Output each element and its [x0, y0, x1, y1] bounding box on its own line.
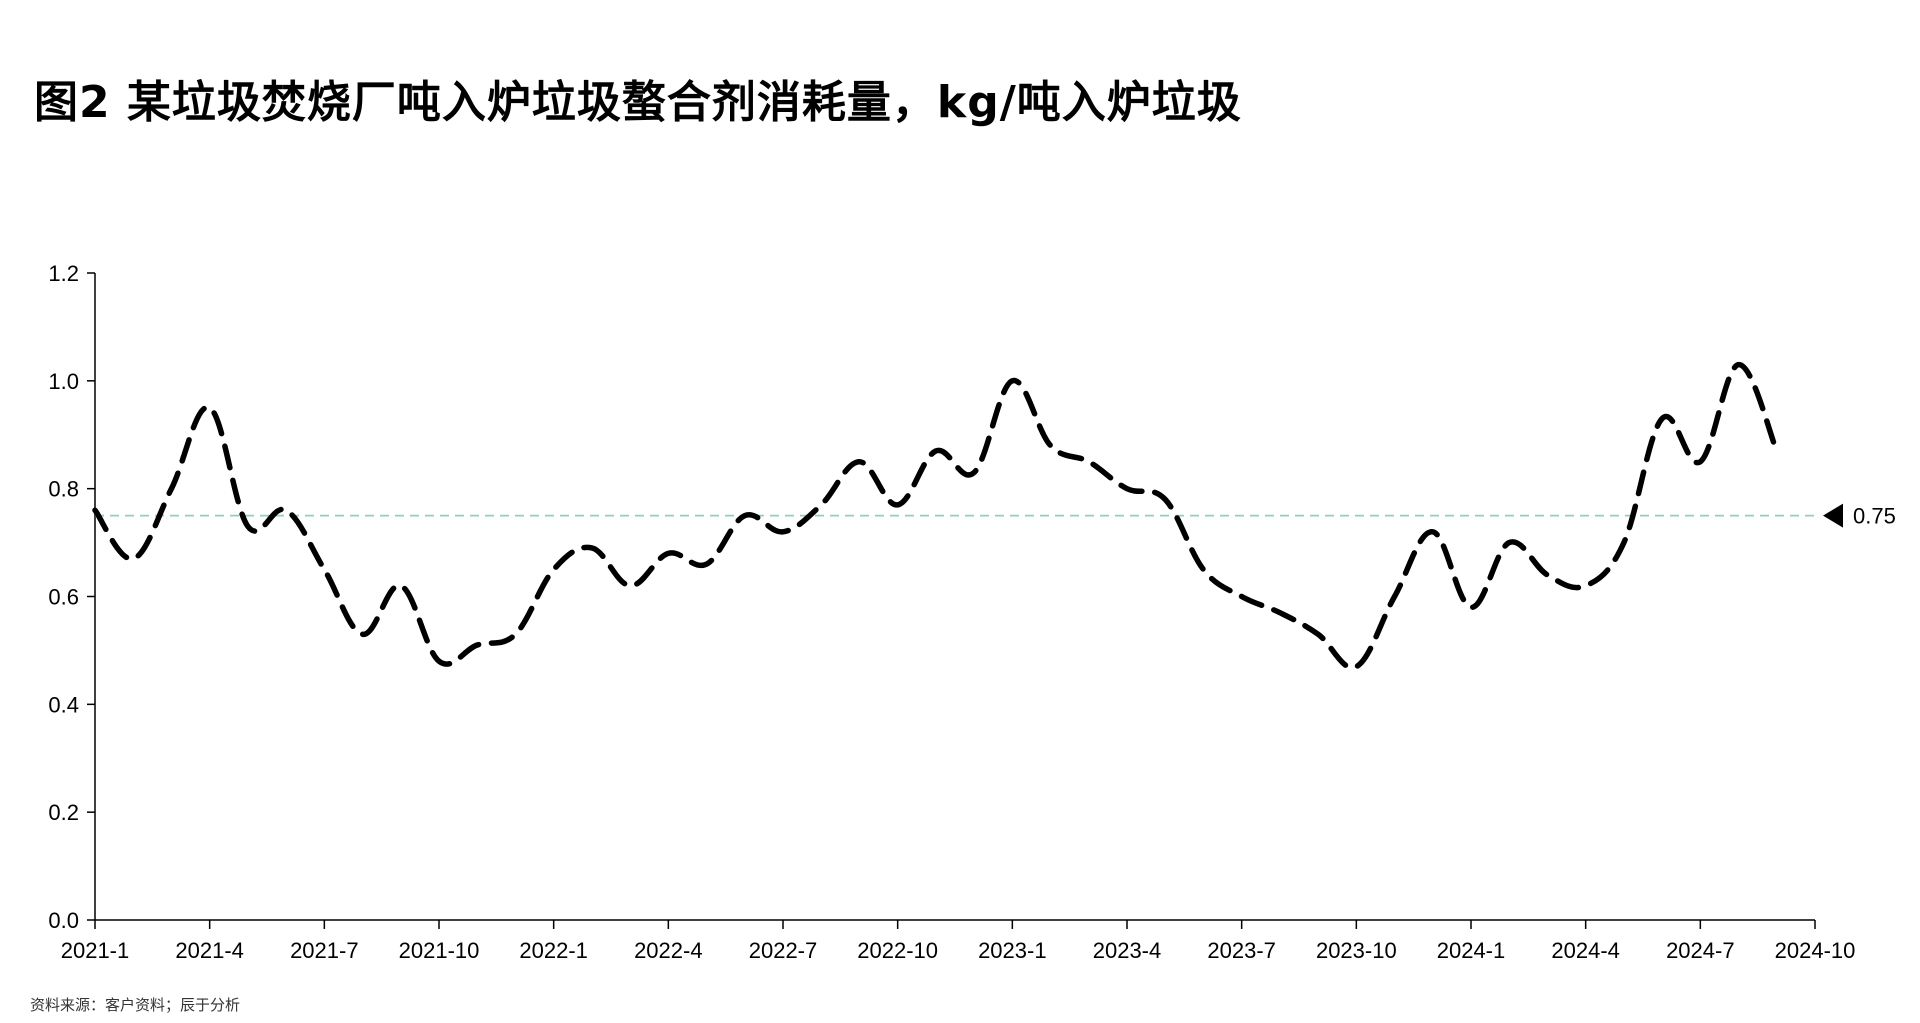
data-point: [130, 556, 136, 562]
data-point: [665, 550, 671, 556]
data-point: [474, 642, 480, 648]
y-tick-label: 0.6: [48, 585, 79, 610]
x-tick-label: 2021-4: [175, 938, 244, 963]
data-point: [92, 507, 98, 513]
data-point: [1736, 362, 1742, 368]
x-tick-label: 2024-1: [1437, 938, 1506, 963]
data-point: [1277, 610, 1283, 616]
data-point: [971, 469, 977, 475]
x-tick-label: 2023-10: [1316, 938, 1397, 963]
data-point: [704, 561, 710, 567]
data-point: [168, 486, 174, 492]
series-group: [92, 361, 1780, 671]
data-point: [245, 523, 251, 529]
data-point: [1468, 604, 1474, 610]
x-tick-label: 2022-1: [519, 938, 588, 963]
tick-labels: 0.0 0.2 0.4 0.6 0.8 1.0 1.2 2021-1 2021-4 2021-7 2…: [48, 261, 1855, 963]
x-tick-label: 2022-4: [634, 938, 703, 963]
data-point: [1162, 496, 1168, 502]
data-point: [1009, 378, 1015, 384]
data-point: [551, 567, 557, 573]
data-point: [436, 658, 442, 664]
chart-axes: [87, 272, 1816, 929]
series-line: [92, 361, 1780, 671]
data-point: [1124, 486, 1130, 492]
data-point: [856, 459, 862, 465]
y-tick-label: 0.8: [48, 477, 79, 502]
data-point: [1239, 594, 1245, 600]
data-point: [512, 631, 518, 637]
data-point: [1544, 572, 1550, 578]
reference-line-label: 0.75: [1853, 504, 1896, 529]
x-tick-label: 2023-1: [978, 938, 1047, 963]
data-point: [780, 529, 786, 535]
data-point: [207, 405, 213, 411]
x-tick-label: 2022-7: [749, 938, 818, 963]
data-point: [1048, 443, 1054, 449]
data-point: [589, 545, 595, 551]
data-point: [1353, 664, 1359, 670]
y-tick-label: 0.2: [48, 800, 79, 825]
data-point: [1583, 583, 1589, 589]
x-tick-label: 2021-7: [290, 938, 359, 963]
x-tick-label: 2022-10: [857, 938, 938, 963]
x-tick-label: 2024-4: [1551, 938, 1620, 963]
data-point: [360, 631, 366, 637]
x-tick-label: 2023-4: [1093, 938, 1162, 963]
x-tick-label: 2024-7: [1666, 938, 1735, 963]
source-note: 资料来源：客户资料；辰于分析: [30, 996, 241, 1014]
data-point: [321, 567, 327, 573]
data-point: [283, 507, 289, 513]
x-tick-label: 2021-1: [61, 938, 130, 963]
data-point: [742, 513, 748, 519]
data-point: [818, 502, 824, 508]
data-point: [398, 583, 404, 589]
data-point: [1200, 567, 1206, 573]
data-point: [1315, 631, 1321, 637]
data-point: [1697, 459, 1703, 465]
y-tick-label: 0.0: [48, 908, 79, 933]
data-point: [1659, 416, 1665, 422]
data-point: [895, 502, 901, 508]
y-tick-label: 0.4: [48, 692, 79, 717]
y-tick-label: 1.2: [48, 261, 79, 286]
reference-marker-triangle: [1823, 503, 1843, 528]
data-point: [1506, 540, 1512, 546]
data-point: [1430, 529, 1436, 535]
data-point: [1621, 540, 1627, 546]
data-point: [1392, 594, 1398, 600]
reference-line-group: 0.75: [95, 503, 1896, 529]
x-tick-label: 2023-7: [1207, 938, 1276, 963]
data-point: [1086, 459, 1092, 465]
x-tick-label: 2021-10: [399, 938, 480, 963]
y-tick-label: 1.0: [48, 369, 79, 394]
data-point: [627, 583, 633, 589]
data-point: [1774, 448, 1780, 454]
data-point: [933, 448, 939, 454]
chart-title: 图2 某垃圾焚烧厂吨入炉垃圾螯合剂消耗量，kg/吨入炉垃圾: [34, 77, 1242, 128]
x-tick-label: 2024-10: [1775, 938, 1856, 963]
